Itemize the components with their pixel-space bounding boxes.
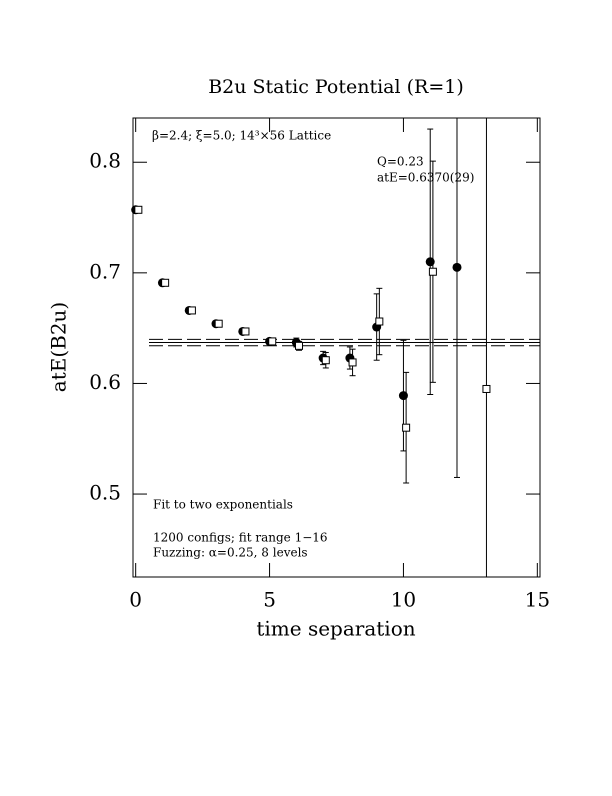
data-point [134, 205, 143, 214]
annotation: atE=0.6370(29) [377, 171, 474, 185]
annotation: β=2.4; ξ=5.0; 14³×56 Lattice [152, 129, 331, 143]
data-point [402, 423, 411, 432]
data-point [295, 341, 304, 350]
data-point [321, 356, 330, 365]
annotation: Fit to two exponentials [153, 498, 293, 512]
data-point [428, 267, 437, 276]
data-point [241, 327, 250, 336]
annotation: 1200 configs; fit range 1−16 [153, 531, 328, 545]
y-tick-label: 0.6 [89, 370, 121, 394]
data-point [214, 319, 223, 328]
data-point [268, 337, 277, 346]
x-tick-label: 10 [391, 588, 416, 612]
y-tick-label: 0.5 [89, 481, 121, 505]
x-tick-label: 5 [263, 588, 276, 612]
y-tick-label: 0.8 [89, 149, 121, 173]
annotation: Fuzzing: α=0.25, 8 levels [153, 546, 308, 560]
data-point [161, 278, 170, 287]
plot-frame [132, 117, 541, 578]
data-point [482, 384, 491, 393]
chart-title: B2u Static Potential (R=1) [208, 76, 464, 98]
x-axis-label: time separation [256, 617, 415, 641]
data-point [452, 262, 462, 272]
x-tick-label: 15 [525, 588, 550, 612]
annotation: Q=0.23 [377, 155, 424, 169]
data-point [348, 358, 357, 367]
y-axis-label: atE(B2u) [47, 302, 71, 392]
data-point [187, 306, 196, 315]
x-tick-label: 0 [129, 588, 142, 612]
data-point [375, 317, 384, 326]
y-tick-label: 0.7 [89, 259, 121, 283]
